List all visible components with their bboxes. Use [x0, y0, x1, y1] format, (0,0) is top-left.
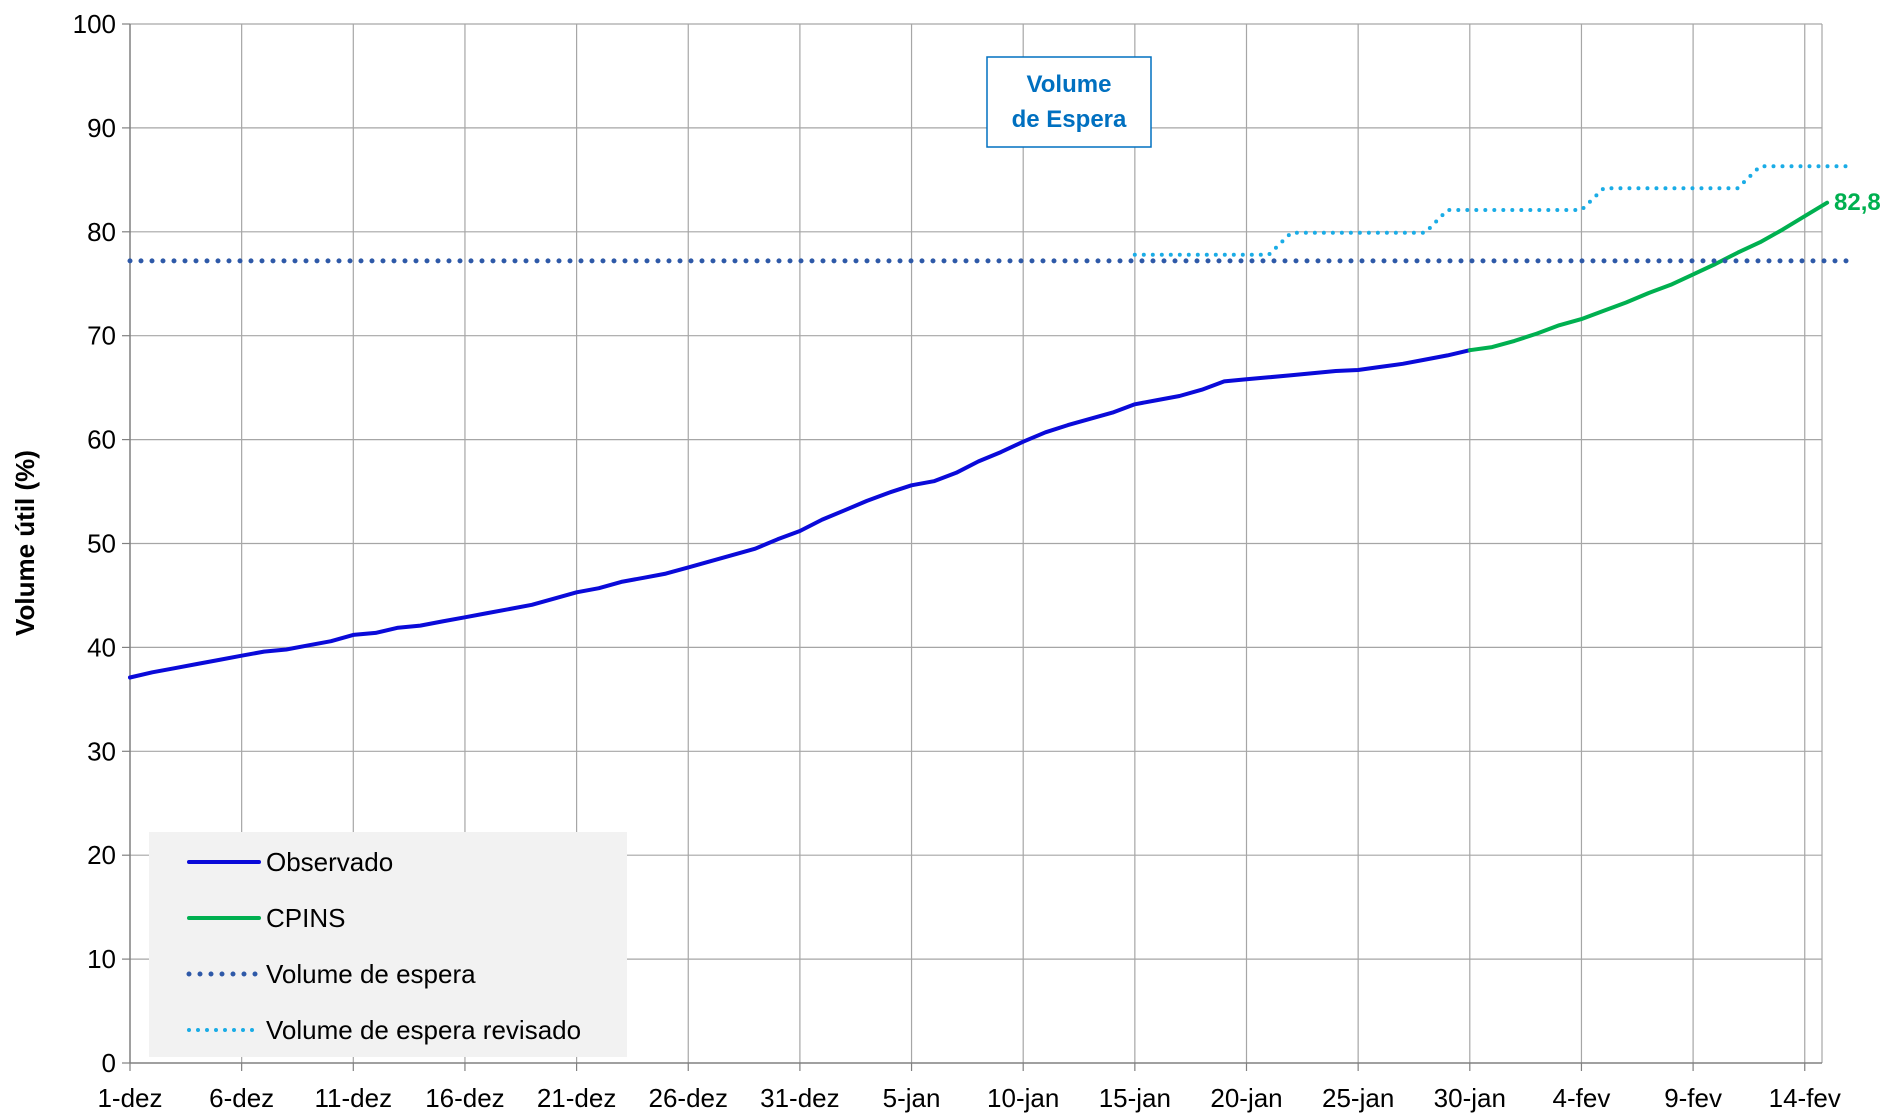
x-tick-label: 14-fev [1769, 1083, 1841, 1113]
axes [122, 23, 1822, 1071]
y-tick-label: 30 [87, 736, 116, 766]
y-tick-label: 70 [87, 321, 116, 351]
y-tick-label: 80 [87, 217, 116, 247]
x-tick-label: 20-jan [1210, 1083, 1282, 1113]
x-tick-label: 5-jan [883, 1083, 941, 1113]
x-tick-labels: 1-dez 6-dez 11-dez 16-dez 21-dez 26-dez 31-dez… [97, 1083, 1840, 1113]
x-tick-label: 25-jan [1322, 1083, 1394, 1113]
x-tick-label: 9-fev [1664, 1083, 1722, 1113]
y-tick-labels: 0 10 20 30 40 50 60 70 80 90 100 [73, 9, 116, 1078]
series-line-volume-de-espera-revisado [1132, 164, 1852, 257]
x-tick-label: 15-jan [1099, 1083, 1171, 1113]
x-tick-label: 21-dez [537, 1083, 617, 1113]
legend: Observado CPINS Volume de espera Volume de … [149, 832, 627, 1057]
x-tick-label: 6-dez [209, 1083, 274, 1113]
legend-label-4: Volume de espera revisado [266, 1015, 581, 1045]
legend-label-3: Volume de espera [266, 959, 476, 989]
y-tick-label: 50 [87, 529, 116, 559]
series-line-cpins [1467, 200, 1830, 353]
y-tick-label: 10 [87, 944, 116, 974]
x-tick-label: 16-dez [425, 1083, 505, 1113]
series-layer [127, 164, 1852, 680]
y-tick-label: 20 [87, 840, 116, 870]
y-tick-label: 60 [87, 425, 116, 455]
y-tick-label: 40 [87, 632, 116, 662]
x-tick-label: 31-dez [760, 1083, 840, 1113]
annotation-box: Volume de Espera [986, 56, 1152, 148]
legend-label-1: Observado [266, 847, 393, 877]
annotation-box-frame [986, 56, 1152, 148]
legend-label-2: CPINS [266, 903, 345, 933]
series-line-observado [128, 348, 1472, 680]
x-tick-label: 4-fev [1553, 1083, 1611, 1113]
x-tick-label: 30-jan [1434, 1083, 1506, 1113]
legend-background [149, 832, 627, 1057]
y-tick-label: 0 [102, 1048, 116, 1078]
x-tick-label: 26-dez [649, 1083, 729, 1113]
annotation-line-1: Volume [1027, 71, 1112, 98]
y-tick-label: 100 [73, 9, 116, 39]
annotation-line-2: de Espera [1012, 106, 1127, 133]
y-tick-label: 90 [87, 113, 116, 143]
x-tick-label: 11-dez [315, 1083, 393, 1113]
x-tick-label: 1-dez [97, 1083, 162, 1113]
end-value-label: 82,8 [1834, 189, 1881, 216]
y-axis-label: Volume útil (%) [10, 450, 40, 636]
x-tick-label: 10-jan [987, 1083, 1059, 1113]
